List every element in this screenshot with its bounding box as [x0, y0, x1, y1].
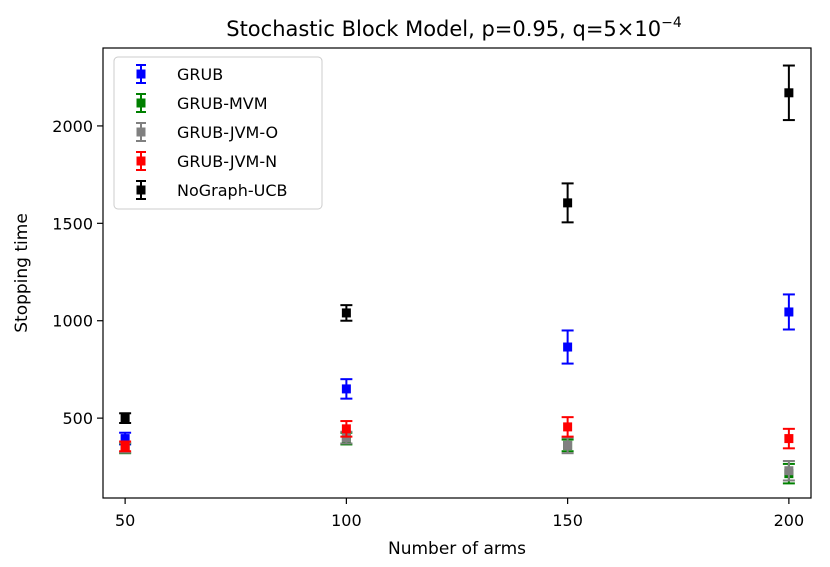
data-marks [119, 64, 795, 485]
legend-marker [136, 156, 146, 166]
plot-frame [102, 47, 812, 499]
x-tick-label: 50 [115, 511, 135, 530]
y-tick-label: 1500 [52, 214, 93, 233]
series-grub-jvm-n [119, 416, 795, 453]
data-point [563, 422, 573, 432]
legend-marker [136, 185, 146, 195]
series-grub-mvm [119, 431, 795, 485]
data-point [120, 434, 130, 444]
legend-label: GRUB-MVM [177, 94, 268, 113]
legend-label: GRUB-JVM-O [177, 123, 278, 142]
series-grub [119, 293, 795, 446]
legend-marker [136, 127, 146, 137]
data-point [120, 413, 130, 423]
data-point [341, 308, 351, 318]
data-point [563, 440, 573, 450]
data-point [120, 441, 130, 451]
data-point [341, 424, 351, 434]
legend-label: GRUB-JVM-N [177, 152, 277, 171]
x-axis-label: Number of arms [388, 539, 526, 559]
legend-marker [136, 98, 146, 108]
legend: GRUB GRUB-MVM GRUB-JVM-O GRUB-JVM-N NoGraph-… [113, 56, 323, 210]
data-point [784, 466, 794, 476]
y-axis-label: Stopping time [12, 213, 32, 333]
y-tick-label: 500 [62, 409, 93, 428]
legend-box [113, 56, 323, 210]
data-point [784, 434, 794, 444]
axis-ticks: 50 100 150 200 500 1000 1500 2000 [52, 117, 804, 530]
data-point [341, 384, 351, 394]
chart-title: Stochastic Block Model, p=0.95, q=5×10−4 [226, 15, 682, 41]
y-tick-label: 2000 [52, 117, 93, 136]
data-point [784, 307, 794, 317]
series-grub-jvm-o [119, 430, 795, 482]
series-nograph-ucb [119, 64, 795, 424]
legend-marker [136, 69, 146, 79]
data-point [563, 198, 573, 208]
legend-label: NoGraph-UCB [177, 181, 287, 200]
data-point [784, 88, 794, 98]
x-tick-label: 200 [774, 511, 805, 530]
x-tick-label: 150 [552, 511, 583, 530]
x-tick-label: 100 [331, 511, 362, 530]
y-tick-label: 1000 [52, 312, 93, 331]
legend-label: GRUB [177, 65, 223, 84]
data-point [563, 342, 573, 352]
